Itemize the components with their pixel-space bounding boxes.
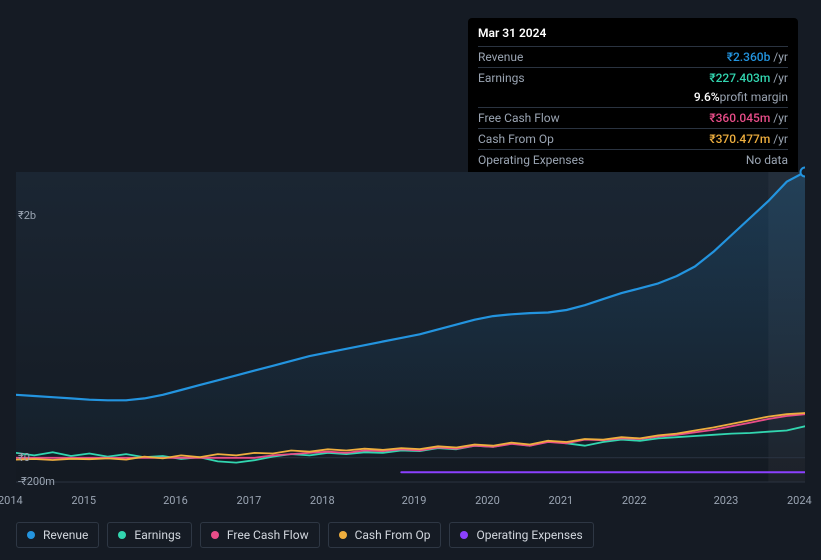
legend-item[interactable]: Earnings: [107, 522, 192, 548]
tooltip-row-label: Revenue: [478, 50, 523, 64]
tooltip-row-label: Earnings: [478, 71, 525, 85]
chart-area[interactable]: ₹2b₹0-₹200m 2014201520162017201820192020…: [16, 160, 805, 514]
legend-label: Earnings: [134, 528, 181, 542]
x-tick-label: 2014: [0, 494, 23, 507]
tooltip-row: Cash From Op ₹370.477m /yr: [478, 128, 788, 149]
line-chart-svg: [16, 160, 805, 496]
x-tick-label: 2020: [475, 494, 500, 507]
x-tick-label: 2024: [787, 494, 812, 507]
legend-dot-icon: [211, 531, 219, 539]
tooltip-row-label: Cash From Op: [478, 132, 554, 146]
tooltip-row-sub: 9.6% profit margin: [478, 88, 788, 107]
legend-label: Operating Expenses: [476, 528, 582, 542]
legend-label: Revenue: [43, 528, 88, 542]
legend-dot-icon: [118, 531, 126, 539]
y-tick-label: ₹2b: [18, 209, 36, 222]
legend-item[interactable]: Free Cash Flow: [200, 522, 320, 548]
x-tick-label: 2021: [548, 494, 573, 507]
y-tick-label: ₹0: [18, 451, 30, 464]
tooltip-row-value: ₹2.360b /yr: [727, 50, 788, 64]
x-tick-label: 2018: [310, 494, 335, 507]
x-tick-label: 2019: [402, 494, 427, 507]
x-tick-label: 2016: [163, 494, 188, 507]
legend-dot-icon: [339, 531, 347, 539]
tooltip-row-value: ₹227.403m /yr: [709, 71, 788, 85]
hover-tooltip: Mar 31 2024 Revenue ₹2.360b /yr Earnings ₹2…: [468, 18, 798, 178]
legend-item[interactable]: Cash From Op: [328, 522, 442, 548]
x-tick-label: 2015: [71, 494, 96, 507]
x-tick-label: 2022: [622, 494, 647, 507]
tooltip-row-value: ₹360.045m /yr: [709, 111, 788, 125]
tooltip-row-value: ₹370.477m /yr: [709, 132, 788, 146]
legend-label: Cash From Op: [355, 528, 431, 542]
legend-label: Free Cash Flow: [227, 528, 309, 542]
tooltip-row-label: Free Cash Flow: [478, 111, 560, 125]
tooltip-row: Earnings ₹227.403m /yr: [478, 67, 788, 88]
tooltip-row: Free Cash Flow ₹360.045m /yr: [478, 107, 788, 128]
legend-item[interactable]: Revenue: [16, 522, 99, 548]
legend-dot-icon: [460, 531, 468, 539]
legend: Revenue Earnings Free Cash Flow Cash From O…: [16, 522, 805, 548]
x-axis-labels: 2014201520162017201820192020202120222023…: [16, 492, 805, 514]
legend-item[interactable]: Operating Expenses: [449, 522, 593, 548]
y-tick-label: -₹200m: [18, 475, 55, 488]
tooltip-row: Revenue ₹2.360b /yr: [478, 46, 788, 67]
tooltip-date: Mar 31 2024: [478, 26, 788, 46]
x-tick-label: 2017: [237, 494, 262, 507]
tooltip-rows: Revenue ₹2.360b /yr Earnings ₹227.403m /yr 9…: [478, 46, 788, 170]
x-tick-label: 2023: [714, 494, 739, 507]
legend-dot-icon: [27, 531, 35, 539]
